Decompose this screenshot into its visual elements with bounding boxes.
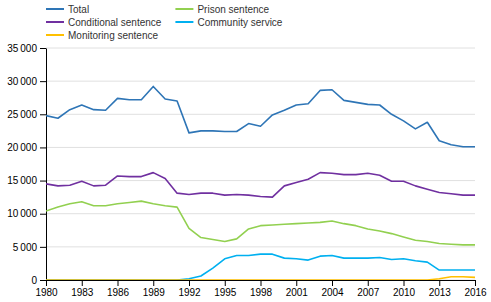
y-tick: 10 000 <box>7 208 46 219</box>
x-tick: 2013 <box>429 280 452 298</box>
tick-label: 10 000 <box>7 208 37 219</box>
series-line <box>46 277 475 280</box>
legend-item: Total <box>46 4 89 15</box>
series-line <box>46 86 475 146</box>
tick-mark <box>189 280 190 286</box>
grid-line <box>46 213 475 214</box>
tick-mark <box>404 280 405 286</box>
tick-label: 25 000 <box>7 109 37 120</box>
legend-label: Monitoring sentence <box>68 30 158 41</box>
x-tick: 2016 <box>464 280 487 298</box>
tick-mark <box>40 280 46 281</box>
y-tick: 25 000 <box>7 109 46 120</box>
plot-area <box>46 86 475 280</box>
x-tick: 1986 <box>107 280 130 298</box>
tick-label: 5 000 <box>13 242 38 253</box>
tick-label: 1995 <box>214 287 237 298</box>
y-tick: 5 000 <box>13 242 46 253</box>
grid-line <box>46 246 475 247</box>
tick-mark <box>368 280 369 286</box>
tick-label: 15 000 <box>7 175 37 186</box>
tick-mark <box>439 280 440 286</box>
tick-mark <box>332 280 333 286</box>
y-tick: 15 000 <box>7 175 46 186</box>
tick-label: 2010 <box>393 287 416 298</box>
chart-svg: 0 5 000 10 000 15 000 20 000 25 000 30 000 35 0… <box>0 0 491 302</box>
legend-item: Community service <box>175 17 282 28</box>
x-tick: 1983 <box>71 280 94 298</box>
legend-label: Total <box>68 4 89 15</box>
tick-mark <box>40 181 46 182</box>
series-line <box>46 173 475 198</box>
legend-swatch <box>46 34 64 36</box>
y-tick: 20 000 <box>7 142 46 153</box>
tick-label: 2016 <box>464 287 487 298</box>
tick-label: 1983 <box>71 287 94 298</box>
tick-mark <box>82 280 83 286</box>
tick-label: 30 000 <box>7 76 37 87</box>
tick-mark <box>296 280 297 286</box>
y-tick: 30 000 <box>7 76 46 87</box>
y-tick: 0 <box>31 275 46 286</box>
legend-swatch <box>175 21 193 23</box>
x-tick: 2001 <box>286 280 309 298</box>
x-tick: 1989 <box>143 280 166 298</box>
tick-mark <box>475 280 476 286</box>
tick-mark <box>40 114 46 115</box>
tick-label: 35 000 <box>7 43 37 54</box>
axis-line <box>46 49 47 281</box>
grid-line <box>46 48 475 49</box>
tick-label: 1986 <box>107 287 130 298</box>
x-axis: 1980 1983 1986 1989 1992 1995 1998 2001 2004 2007… <box>35 280 487 298</box>
grid-line <box>46 81 475 82</box>
tick-mark <box>40 214 46 215</box>
x-tick: 1998 <box>250 280 273 298</box>
x-tick: 2007 <box>357 280 380 298</box>
chart-container: 0 5 000 10 000 15 000 20 000 25 000 30 000 35 0… <box>0 0 491 302</box>
tick-label: 2004 <box>321 287 344 298</box>
legend-swatch <box>46 8 64 10</box>
tick-mark <box>261 280 262 286</box>
y-tick: 35 000 <box>7 43 46 54</box>
series-line <box>46 201 475 245</box>
tick-mark <box>46 280 47 286</box>
tick-label: 2013 <box>429 287 452 298</box>
legend-item: Conditional sentence <box>46 17 162 28</box>
legend-swatch <box>46 21 64 23</box>
tick-mark <box>40 81 46 82</box>
tick-label: 1992 <box>178 287 201 298</box>
tick-label: 2007 <box>357 287 380 298</box>
tick-mark <box>153 280 154 286</box>
legend-swatch <box>175 8 193 10</box>
x-tick: 2010 <box>393 280 416 298</box>
tick-label: 1998 <box>250 287 273 298</box>
x-tick: 1995 <box>214 280 237 298</box>
tick-label: 2001 <box>286 287 309 298</box>
grid-line <box>46 114 475 115</box>
tick-mark <box>40 247 46 248</box>
x-tick: 1992 <box>178 280 201 298</box>
legend-label: Community service <box>197 17 282 28</box>
grid <box>46 48 475 280</box>
x-tick: 1980 <box>35 280 58 298</box>
y-axis: 0 5 000 10 000 15 000 20 000 25 000 30 000 35 0… <box>7 43 46 286</box>
tick-label: 1989 <box>143 287 166 298</box>
tick-label: 0 <box>31 275 37 286</box>
tick-mark <box>118 280 119 286</box>
tick-mark <box>40 147 46 148</box>
legend: Total Prison sentence Conditional sentence… <box>46 4 283 41</box>
series-line <box>46 254 475 280</box>
tick-mark <box>225 280 226 286</box>
legend-item: Prison sentence <box>175 4 269 15</box>
legend-item: Monitoring sentence <box>46 30 158 41</box>
x-tick: 2004 <box>321 280 344 298</box>
grid-line <box>46 147 475 148</box>
tick-label: 1980 <box>35 287 58 298</box>
legend-label: Conditional sentence <box>68 17 162 28</box>
tick-label: 20 000 <box>7 142 37 153</box>
legend-label: Prison sentence <box>197 4 269 15</box>
tick-mark <box>40 48 46 49</box>
